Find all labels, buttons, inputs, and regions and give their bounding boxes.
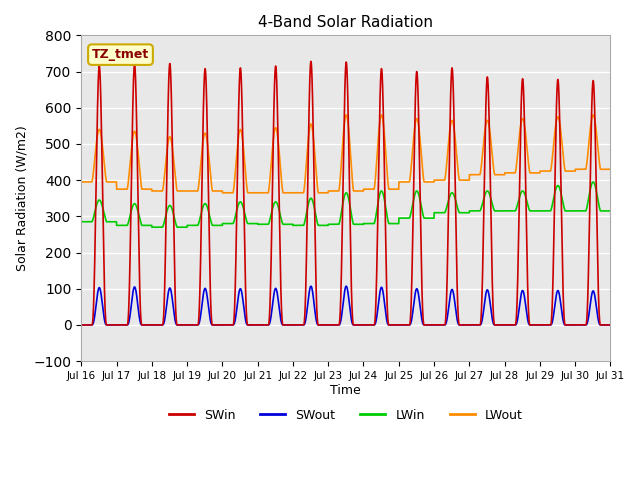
LWout	[589, 112, 597, 118]
LWin	[419, 211, 427, 216]
SWout	[275, 307, 283, 312]
LWout	[276, 152, 284, 158]
LWin	[494, 208, 502, 214]
LWin	[185, 223, 193, 228]
SWout	[191, 322, 198, 328]
Line: LWout: LWout	[81, 115, 611, 193]
LWin	[605, 208, 612, 214]
Line: SWin: SWin	[81, 61, 611, 325]
SWout	[605, 322, 612, 328]
LWin	[276, 208, 284, 214]
SWin	[275, 213, 283, 218]
LWout	[605, 167, 612, 172]
LWout	[219, 190, 227, 196]
X-axis label: Time: Time	[330, 384, 361, 396]
Legend: SWin, SWout, LWin, LWout: SWin, SWout, LWin, LWout	[164, 404, 528, 427]
LWin	[191, 223, 198, 228]
SWin	[419, 310, 427, 315]
SWin	[77, 322, 85, 328]
LWin	[148, 224, 156, 230]
Y-axis label: Solar Radiation (W/m2): Solar Radiation (W/m2)	[15, 125, 28, 271]
LWout	[494, 172, 502, 178]
SWin	[494, 322, 502, 328]
SWout	[419, 320, 427, 326]
SWin	[185, 322, 193, 328]
LWout	[191, 188, 198, 194]
Line: LWin: LWin	[81, 182, 611, 227]
LWout	[185, 188, 193, 194]
SWout	[494, 322, 502, 328]
SWout	[607, 322, 614, 328]
SWout	[307, 283, 315, 289]
Title: 4-Band Solar Radiation: 4-Band Solar Radiation	[259, 15, 433, 30]
Line: SWout: SWout	[81, 286, 611, 325]
SWout	[185, 322, 193, 328]
LWin	[589, 179, 597, 185]
SWin	[605, 322, 612, 328]
SWout	[77, 322, 85, 328]
LWin	[77, 219, 85, 225]
SWin	[607, 322, 614, 328]
SWin	[307, 59, 315, 64]
LWout	[77, 179, 85, 185]
LWout	[419, 168, 427, 174]
LWin	[607, 208, 614, 214]
Text: TZ_tmet: TZ_tmet	[92, 48, 149, 61]
SWin	[191, 322, 198, 328]
LWout	[607, 167, 614, 172]
